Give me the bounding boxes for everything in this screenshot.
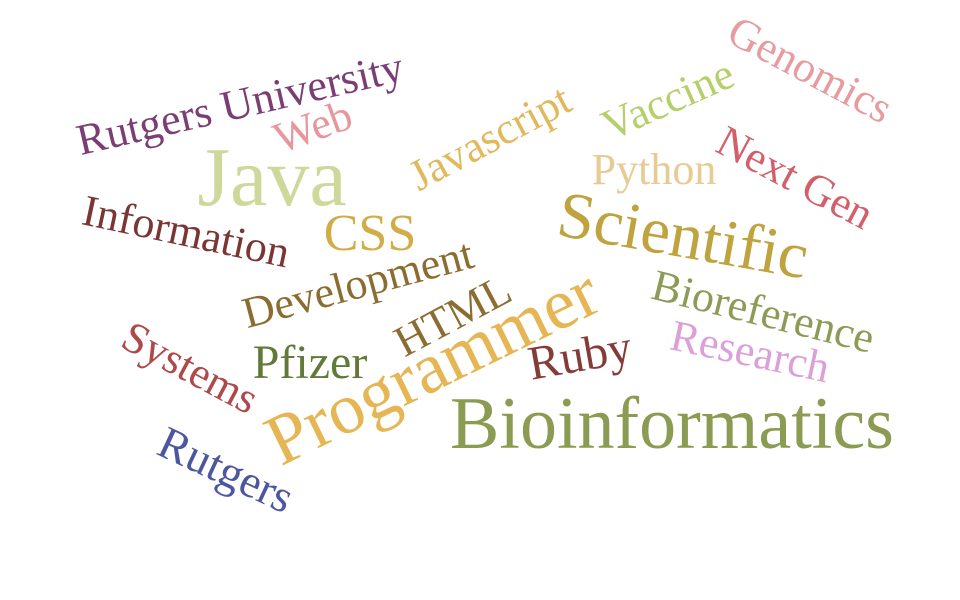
word-systems: Systems bbox=[113, 311, 267, 424]
word-genomics: Genomics bbox=[719, 6, 901, 134]
word-bioinformatics: Bioinformatics bbox=[450, 383, 894, 465]
word-pfizer: Pfizer bbox=[252, 336, 368, 389]
word-vaccine: Vaccine bbox=[594, 48, 742, 151]
word-java: Java bbox=[197, 131, 347, 224]
word-python: Python bbox=[591, 145, 717, 194]
word-css: CSS bbox=[323, 205, 417, 262]
word-javascript: Javascript bbox=[400, 74, 579, 201]
